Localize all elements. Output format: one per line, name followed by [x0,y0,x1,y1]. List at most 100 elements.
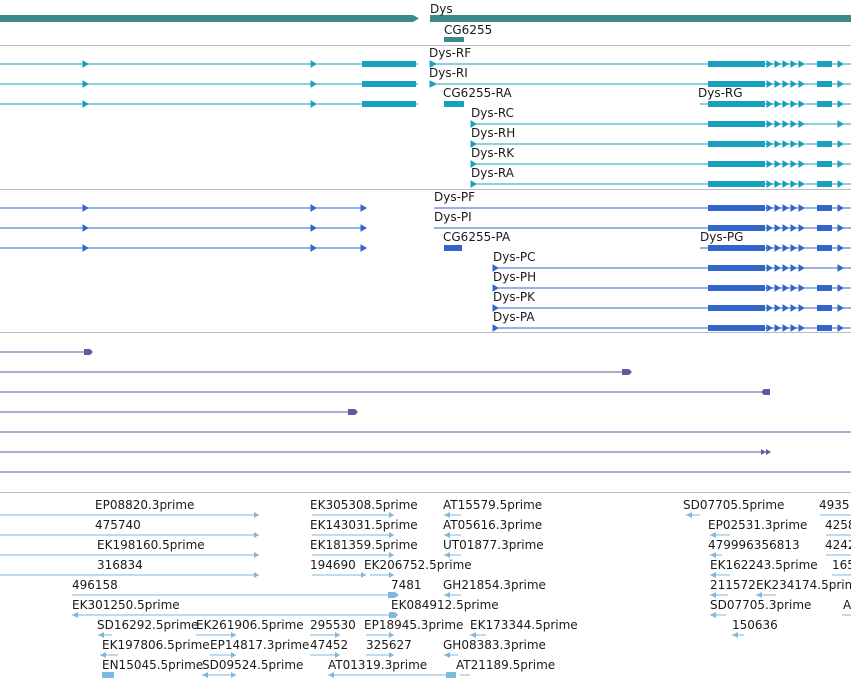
protein-label-dys-pf: Dys-PF [434,190,476,204]
protein-dys-pc[interactable] [492,264,851,272]
alignment-row[interactable] [0,349,93,355]
transcript-label-dys-rc: Dys-RC [471,106,515,120]
est-feature[interactable] [202,672,236,678]
transcript-left-row[interactable] [0,100,418,108]
est-feature[interactable] [710,532,730,538]
protein-cg6255-pa[interactable] [444,245,462,251]
transcript-label-dys-rf: Dys-RF [429,46,472,60]
protein-left-row[interactable] [0,224,367,232]
est-label: 479996356813 [708,538,800,552]
est-feature[interactable] [310,652,340,658]
transcript-dys-rc[interactable] [470,120,851,128]
protein-dys-ph[interactable] [492,284,851,292]
est-feature[interactable] [366,652,394,658]
est-feature[interactable] [444,512,461,518]
est-label: 150636 [732,618,778,632]
protein-label-cg6255-pa: CG6255-PA [443,230,511,244]
gene-feature-dys-left[interactable] [0,15,413,22]
est-feature[interactable] [366,632,394,638]
transcript-dys-rk[interactable] [470,160,851,168]
est-feature[interactable] [444,592,461,598]
transcript-track: Dys-RF Dys-RI CG6255-RA Dys-RG Dys-RC Dy… [0,46,851,189]
gene-label-cg6255: CG6255 [444,23,493,37]
protein-label-dys-ph: Dys-PH [493,270,537,284]
est-feature[interactable] [732,632,744,638]
alignment-row[interactable] [0,389,770,395]
est-feature[interactable] [312,532,394,538]
alignment-row[interactable] [0,409,358,415]
transcript-dys-rh[interactable] [470,140,851,148]
alignment-track [0,333,851,492]
transcript-left-row[interactable] [0,60,418,68]
est-feature[interactable] [710,572,730,578]
protein-dys-pk[interactable] [492,304,851,312]
protein-left-row[interactable] [0,204,367,212]
transcript-label-dys-rk: Dys-RK [471,146,515,160]
est-feature[interactable] [710,592,728,598]
est-feature[interactable] [310,632,340,638]
est-feature[interactable] [710,612,726,618]
est-label: 47452 [310,638,349,652]
est-label: 4935 [819,498,850,512]
est-feature[interactable] [0,572,259,578]
track-separator [0,189,851,190]
protein-dys-pa[interactable] [492,324,851,332]
est-feature[interactable] [328,672,456,678]
est-label: EK143031.5prime [310,518,418,532]
est-feature[interactable] [100,652,118,658]
est-feature[interactable] [686,512,700,518]
est-label: 496158 [72,578,118,592]
protein-left-row[interactable] [0,244,367,252]
est-feature[interactable] [0,532,259,538]
est-feature[interactable] [444,532,461,538]
est-feature[interactable] [710,552,722,558]
est-feature[interactable] [312,512,394,518]
est-feature[interactable] [196,632,236,638]
track-separator [0,492,851,493]
est-label: EK234174.5prime [756,578,851,592]
transcript-label-dys-ri: Dys-RI [429,66,468,80]
transcript-left-row[interactable] [0,80,418,88]
transcript-dys-ri[interactable] [429,80,851,88]
protein-dys-pi[interactable] [434,224,851,232]
transcript-dys-rg[interactable] [700,100,851,108]
est-label: EK261906.5prime [196,618,304,632]
est-label: 7481 [391,578,422,592]
est-feature[interactable] [98,632,112,638]
transcript-dys-rf[interactable] [429,60,851,68]
est-feature[interactable] [102,672,114,678]
alignment-row[interactable] [0,449,771,455]
est-feature[interactable] [72,612,398,618]
est-feature[interactable] [0,512,259,518]
alignment-track-glyphs [0,349,851,473]
est-feature[interactable] [756,592,776,598]
est-label: EP08820.3prime [95,498,195,512]
est-label: EK162243.5prime [710,558,818,572]
est-label: AT21189.5prime [456,658,556,672]
alignment-row[interactable] [0,369,632,375]
est-feature[interactable] [210,652,236,658]
gene-feature-cg6255[interactable] [444,37,464,42]
transcript-track-glyphs [0,60,851,188]
est-label: EN15045.5prime [102,658,204,672]
protein-dys-pf[interactable] [434,204,851,212]
est-label: EK206752.5prime [364,558,472,572]
transcript-cg6255-ra[interactable] [444,101,464,107]
est-feature[interactable] [0,552,259,558]
protein-dys-pg[interactable] [700,244,851,252]
est-feature[interactable] [312,572,366,578]
est-feature[interactable] [444,652,458,658]
transcript-dys-ra[interactable] [470,180,851,188]
gene-feature-dys-right[interactable] [430,15,851,22]
est-label: 211572 [710,578,756,592]
est-feature[interactable] [444,552,461,558]
est-label: AT01319.3prime [328,658,428,672]
est-feature[interactable] [72,592,399,598]
est-feature[interactable] [370,572,394,578]
est-label: SD16292.5prime [97,618,199,632]
protein-track-glyphs [0,204,851,332]
est-feature[interactable] [312,552,394,558]
est-feature[interactable] [470,632,486,638]
est-label: EK173344.5prime [470,618,578,632]
est-label: 194690 [310,558,356,572]
